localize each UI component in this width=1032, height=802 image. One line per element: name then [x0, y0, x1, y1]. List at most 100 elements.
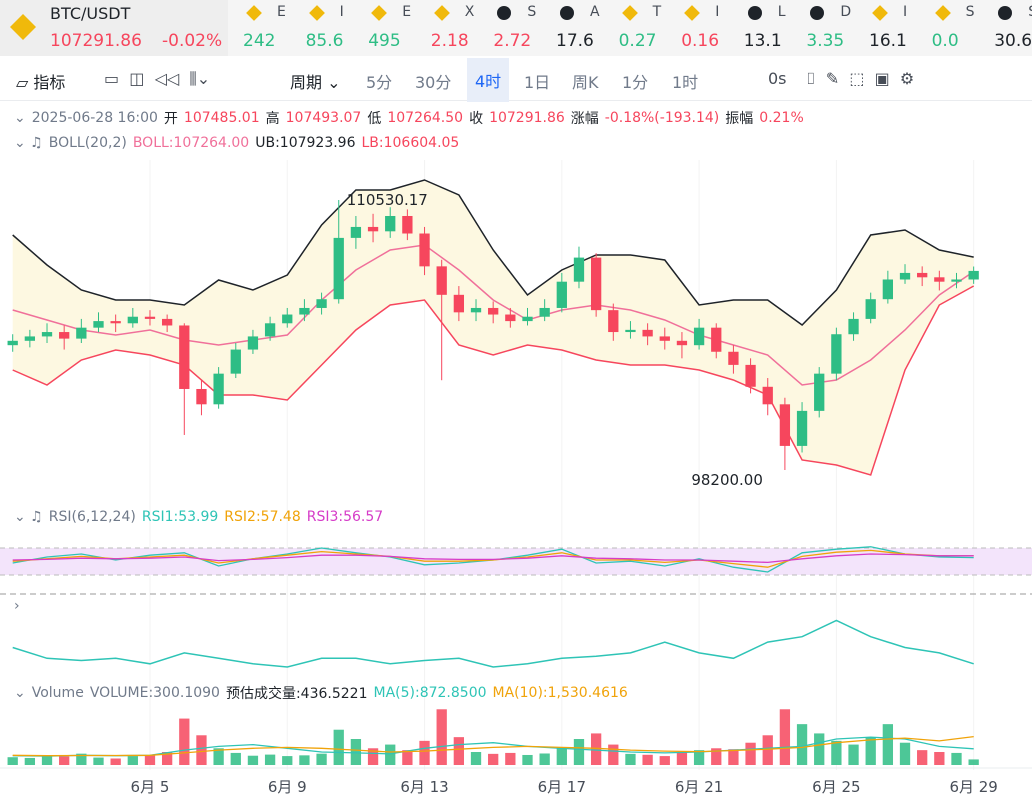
ticker-value: 85.6 [305, 31, 344, 51]
candle-body [7, 340, 18, 346]
candle-body [264, 323, 276, 337]
candle-body [161, 318, 173, 326]
period[interactable]: 1时 [672, 73, 699, 92]
ticker[interactable]: X 2.18 [431, 0, 491, 56]
time: 2025-06-28 16:00 [31, 110, 158, 126]
indicator-btn[interactable]: ▱ 指标 [16, 73, 66, 92]
ticker[interactable]: I 16.1 [869, 0, 929, 56]
ticker-name: E [402, 4, 412, 20]
collapse[interactable]: ⌄ [14, 110, 26, 126]
ticker[interactable]: L 13.1 [744, 0, 804, 56]
label: 收 [469, 111, 484, 127]
candle-body [745, 364, 756, 387]
expand[interactable]: › [14, 598, 20, 614]
ticker-name: A [590, 4, 600, 20]
volume-bar [470, 752, 482, 765]
boll-upper [12, 179, 974, 326]
ticker[interactable]: E 242 [243, 0, 303, 56]
ticker[interactable]: E 495 [368, 0, 428, 56]
rsi2: RSI2:57.48 [224, 509, 301, 525]
ticker[interactable]: S 30.6 [994, 0, 1032, 56]
period[interactable]: 30分 [415, 73, 452, 92]
candle-body [59, 332, 70, 339]
volume-bar [213, 748, 224, 765]
candle-body [865, 299, 876, 319]
candle-body [316, 299, 327, 308]
volume-bar [7, 757, 18, 765]
period[interactable]: 5分 [366, 73, 393, 92]
volume-bar [488, 753, 499, 765]
boll-mid: BOLL:107264.00 [132, 135, 250, 151]
candle-body [453, 294, 465, 313]
volume-bar [831, 740, 842, 765]
ticker-icon [747, 6, 762, 20]
ticker[interactable]: S 0.0 [932, 0, 992, 56]
candle-body [385, 215, 396, 232]
volume-bar [625, 753, 636, 765]
ticker-value: 0.27 [618, 31, 657, 51]
volume-bar [144, 755, 156, 765]
candle-body [333, 237, 344, 300]
ohlc-info: ⌄ 2025-06-28 16:00 开 107485.01 高 107493.07… [14, 108, 804, 128]
ticker-name: I [903, 4, 908, 20]
indicator-name: RSI(6,12,24) [48, 509, 136, 525]
volume-bar [762, 735, 773, 765]
ticker-value: 30.6 [994, 31, 1032, 51]
volume-bar [659, 756, 670, 765]
ticker-name: E [277, 4, 286, 20]
volume-bar [590, 733, 602, 765]
collapse[interactable]: ⌄ ♫ [14, 135, 43, 151]
candle-body [590, 257, 602, 311]
value: -0.18%(-193.14) [604, 110, 720, 126]
volume-bar [110, 758, 121, 765]
candle-body [573, 257, 585, 282]
volume-bar [282, 756, 293, 765]
ticker-icon [497, 6, 512, 20]
vol-ma-line [12, 736, 974, 757]
period[interactable]: 周K [572, 73, 599, 92]
volume-bar [539, 753, 550, 765]
candle-body [24, 336, 36, 341]
ticker[interactable]: S 2.72 [493, 0, 553, 56]
volume-bar [934, 752, 945, 765]
volume-bar [264, 754, 276, 765]
boll-info: ⌄ ♫ BOLL(20,2) BOLL:107264.00 UB:107923.… [14, 135, 459, 151]
period-btn[interactable]: 周期 ⌄ [290, 73, 341, 92]
period[interactable]: 1分 [622, 73, 649, 92]
collapse[interactable]: ⌄ ♫ [14, 509, 43, 525]
volume-bar [522, 754, 533, 765]
volume-bar [247, 755, 259, 765]
volume-bar [505, 752, 516, 765]
period[interactable]: 4时 [467, 58, 510, 102]
main-ticker[interactable]: BTC/USDT 107291.86 -0.02% [0, 0, 228, 56]
candle-body [882, 279, 894, 300]
vol-ma-line [12, 735, 974, 757]
candle-body [608, 310, 619, 333]
volume-bar [728, 749, 739, 765]
boll-ub: UB:107923.96 [255, 135, 356, 151]
collapse[interactable]: ⌄ [14, 685, 26, 701]
x-tick-label: 6月 5 [131, 778, 170, 796]
volume-bar [41, 755, 53, 765]
volume-bar [316, 753, 327, 765]
toolbar-icons[interactable]: ⌷ ✎ ⬚ ▣ ⚙ [806, 69, 915, 88]
coin-icon [10, 14, 36, 40]
boll-middle [12, 244, 975, 386]
ticker[interactable]: D 3.35 [806, 0, 866, 56]
ticker-value: 242 [243, 31, 276, 51]
candle-body [659, 336, 670, 341]
ticker[interactable]: I 0.16 [681, 0, 741, 56]
timer: 0s [768, 69, 787, 88]
volume-bar [419, 740, 430, 765]
label: 低 [367, 111, 382, 127]
candle-body [282, 314, 293, 324]
x-tick-label: 6月 17 [538, 778, 586, 796]
period[interactable]: 1日 [524, 73, 551, 92]
ticker[interactable]: I 85.6 [306, 0, 366, 56]
ticker[interactable]: T 0.27 [619, 0, 679, 56]
price: 107291.86 [50, 31, 142, 51]
volume-bar [642, 754, 653, 765]
ticker[interactable]: A 17.6 [556, 0, 616, 56]
tool-icons[interactable]: ▭ ◫ ◁◁ ⫼⌄ [104, 69, 211, 88]
